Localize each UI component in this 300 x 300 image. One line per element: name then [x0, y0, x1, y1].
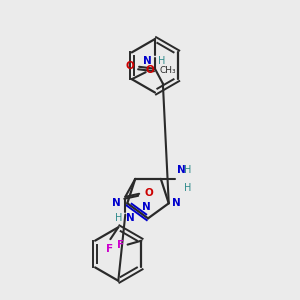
Text: F: F [116, 240, 124, 250]
Text: H: H [158, 56, 165, 66]
Text: N: N [112, 198, 120, 208]
Text: N: N [126, 213, 135, 223]
Text: N: N [143, 56, 152, 66]
Text: CH₃: CH₃ [160, 66, 176, 75]
Text: H: H [184, 165, 191, 175]
Text: H: H [115, 213, 122, 223]
Text: N: N [177, 165, 185, 175]
Text: O: O [145, 65, 154, 75]
Text: O: O [125, 61, 134, 71]
Text: O: O [144, 188, 153, 198]
Text: N: N [172, 198, 181, 208]
Text: F: F [106, 244, 113, 254]
Text: N: N [142, 202, 150, 212]
Text: H: H [184, 183, 191, 193]
